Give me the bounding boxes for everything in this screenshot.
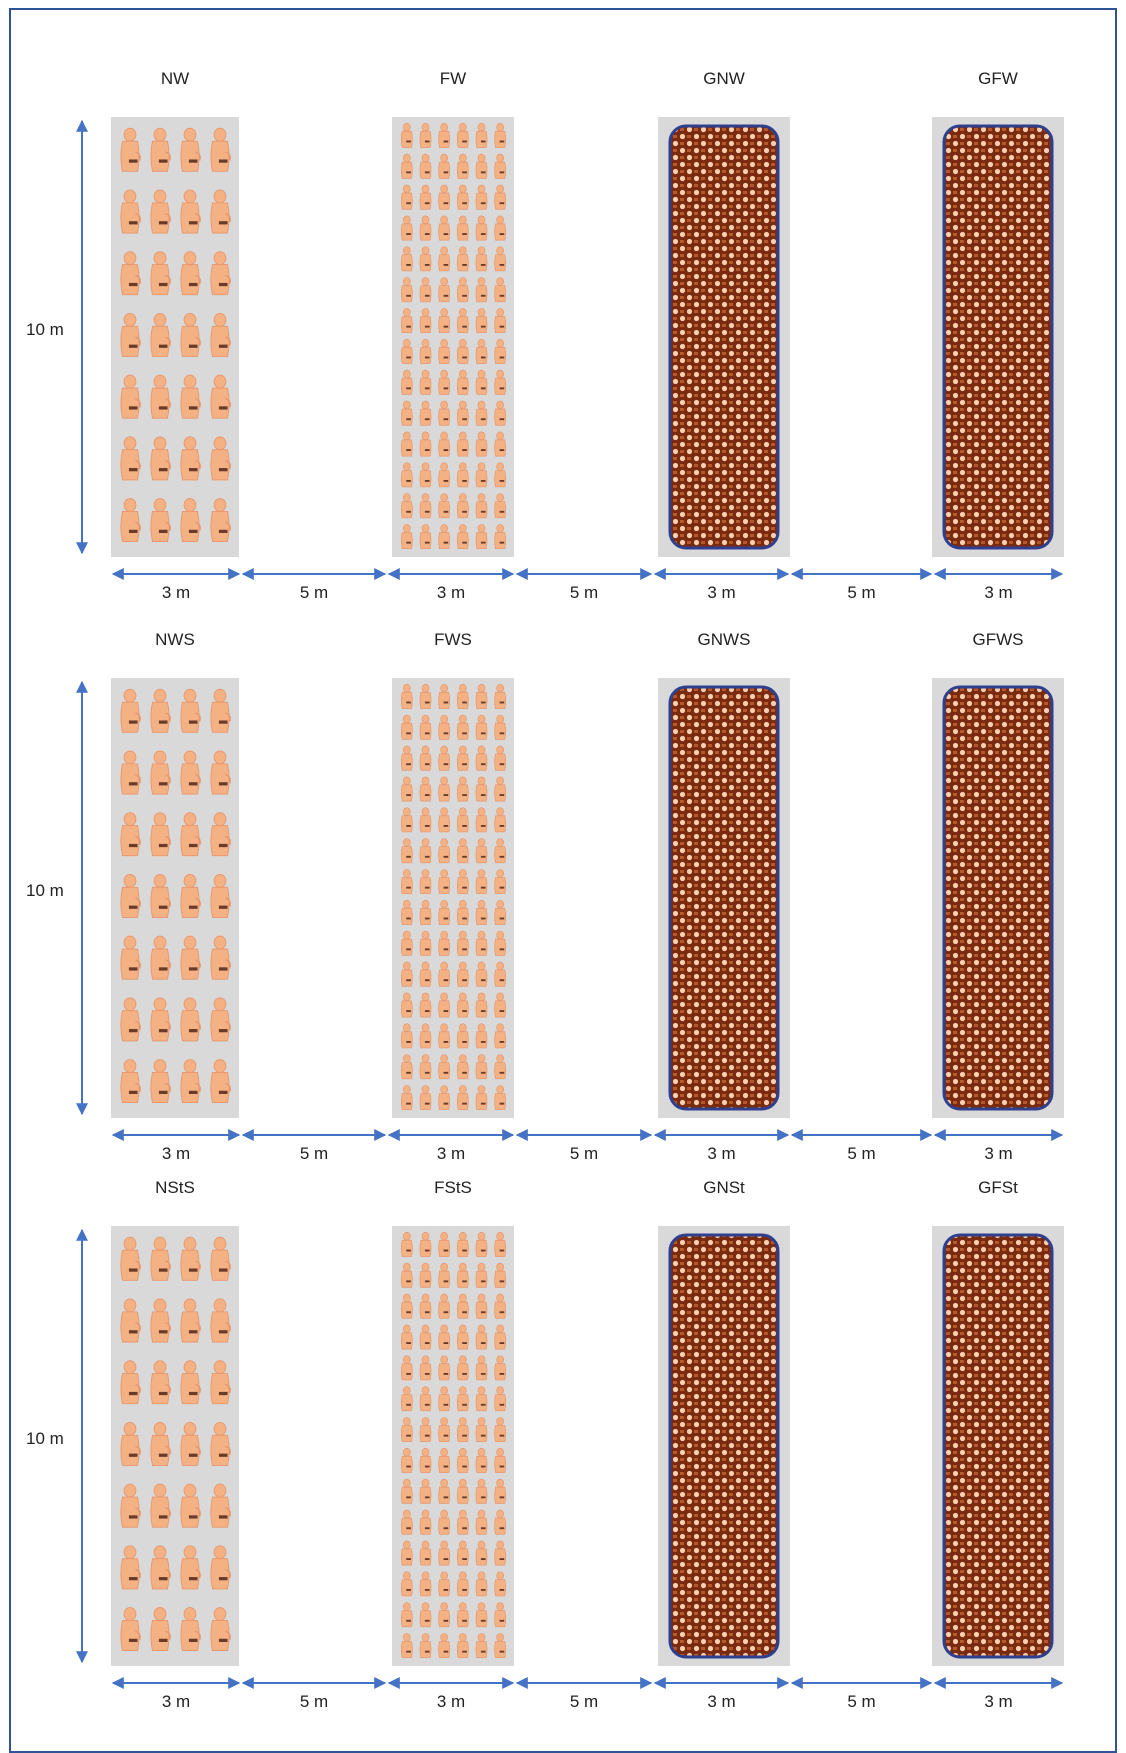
width-dimension-label: 5 m xyxy=(570,583,598,602)
plot-nws: NWS xyxy=(111,630,239,1118)
plot-nsts: NStS xyxy=(111,1178,239,1666)
width-dimension: 3 m xyxy=(653,568,790,602)
width-dimension: 3 m xyxy=(111,1129,241,1163)
plot-name-label: FStS xyxy=(434,1178,472,1197)
plot-background xyxy=(392,1226,514,1666)
width-dimension-label: 3 m xyxy=(707,583,735,602)
plot-row-3: 10 m NStS FStS GNSt GFSt 3 m 5 m 3 m 5 m 3 m 5 m 3 … xyxy=(26,1178,1064,1711)
width-dimension-label: 5 m xyxy=(847,1692,875,1711)
plot-gnst: GNSt xyxy=(658,1178,790,1666)
width-dimension-label: 3 m xyxy=(162,583,190,602)
plot-row-2: 10 m NWS FWS GNWS GFWS 3 m 5 m 3 m 5 m 3 m 5 m 3 m xyxy=(26,630,1064,1163)
width-dimension-label: 5 m xyxy=(570,1144,598,1163)
plot-row-1: 10 m NW FW GNW GFW 3 m 5 m 3 m 5 m 3 m 5 m 3 m xyxy=(26,69,1064,602)
plot-name-label: NW xyxy=(161,69,189,88)
plot-fw: FW xyxy=(392,69,514,557)
grain-pattern-area xyxy=(942,124,1054,550)
plot-fws: FWS xyxy=(392,630,514,1118)
plot-name-label: GNW xyxy=(703,69,745,88)
width-dimension: 5 m xyxy=(790,1129,933,1163)
width-dimension: 5 m xyxy=(241,1677,387,1711)
plot-gfst: GFSt xyxy=(932,1178,1064,1666)
width-dimension-label: 5 m xyxy=(847,583,875,602)
plot-name-label: GFWS xyxy=(973,630,1024,649)
width-dimension-label: 3 m xyxy=(162,1692,190,1711)
plot-name-label: GNSt xyxy=(703,1178,745,1197)
height-dimension-label: 10 m xyxy=(26,320,64,339)
width-dimension-label: 3 m xyxy=(437,583,465,602)
plot-gnws: GNWS xyxy=(658,630,790,1118)
plot-gnw: GNW xyxy=(658,69,790,557)
width-dimension: 3 m xyxy=(387,568,515,602)
width-dimension-label: 5 m xyxy=(300,1144,328,1163)
width-dimension-label: 3 m xyxy=(707,1692,735,1711)
width-dimension-label: 3 m xyxy=(984,583,1012,602)
width-dimension-label: 3 m xyxy=(984,1692,1012,1711)
width-dimension: 5 m xyxy=(515,1129,653,1163)
width-dimension: 5 m xyxy=(241,568,387,602)
plot-background xyxy=(392,117,514,557)
plot-background xyxy=(392,678,514,1118)
plot-name-label: NStS xyxy=(155,1178,195,1197)
plot-gfws: GFWS xyxy=(932,630,1064,1118)
width-dimension-label: 5 m xyxy=(847,1144,875,1163)
grain-pattern-area xyxy=(942,1233,1054,1659)
width-dimension: 3 m xyxy=(933,568,1064,602)
grain-pattern-area xyxy=(668,1233,780,1659)
width-dimension: 3 m xyxy=(653,1677,790,1711)
width-dimension: 3 m xyxy=(653,1129,790,1163)
width-dimension-label: 3 m xyxy=(984,1144,1012,1163)
width-dimension-label: 3 m xyxy=(162,1144,190,1163)
plot-nw: NW xyxy=(111,69,239,557)
width-dimension: 5 m xyxy=(515,568,653,602)
width-dimension-label: 5 m xyxy=(570,1692,598,1711)
width-dimension: 5 m xyxy=(241,1129,387,1163)
width-dimension-label: 3 m xyxy=(707,1144,735,1163)
width-dimension-label: 3 m xyxy=(437,1144,465,1163)
plot-gfw: GFW xyxy=(932,69,1064,557)
width-dimension: 3 m xyxy=(933,1129,1064,1163)
height-dimension-label: 10 m xyxy=(26,881,64,900)
width-dimension: 5 m xyxy=(790,568,933,602)
width-dimension-label: 5 m xyxy=(300,583,328,602)
plot-name-label: FW xyxy=(440,69,466,88)
plot-name-label: GFW xyxy=(978,69,1018,88)
width-dimension-label: 5 m xyxy=(300,1692,328,1711)
width-dimension: 3 m xyxy=(933,1677,1064,1711)
width-dimension: 3 m xyxy=(387,1677,515,1711)
plot-name-label: NWS xyxy=(155,630,195,649)
width-dimension-label: 3 m xyxy=(437,1692,465,1711)
grain-pattern-area xyxy=(942,685,1054,1111)
width-dimension: 5 m xyxy=(515,1677,653,1711)
height-dimension-label: 10 m xyxy=(26,1429,64,1448)
plot-name-label: GNWS xyxy=(698,630,751,649)
plot-fsts: FStS xyxy=(392,1178,514,1666)
plot-name-label: FWS xyxy=(434,630,472,649)
grain-pattern-area xyxy=(668,124,780,550)
width-dimension: 3 m xyxy=(111,568,241,602)
grain-pattern-area xyxy=(668,685,780,1111)
width-dimension: 3 m xyxy=(111,1677,241,1711)
plot-name-label: GFSt xyxy=(978,1178,1018,1197)
width-dimension: 3 m xyxy=(387,1129,515,1163)
width-dimension: 5 m xyxy=(790,1677,933,1711)
